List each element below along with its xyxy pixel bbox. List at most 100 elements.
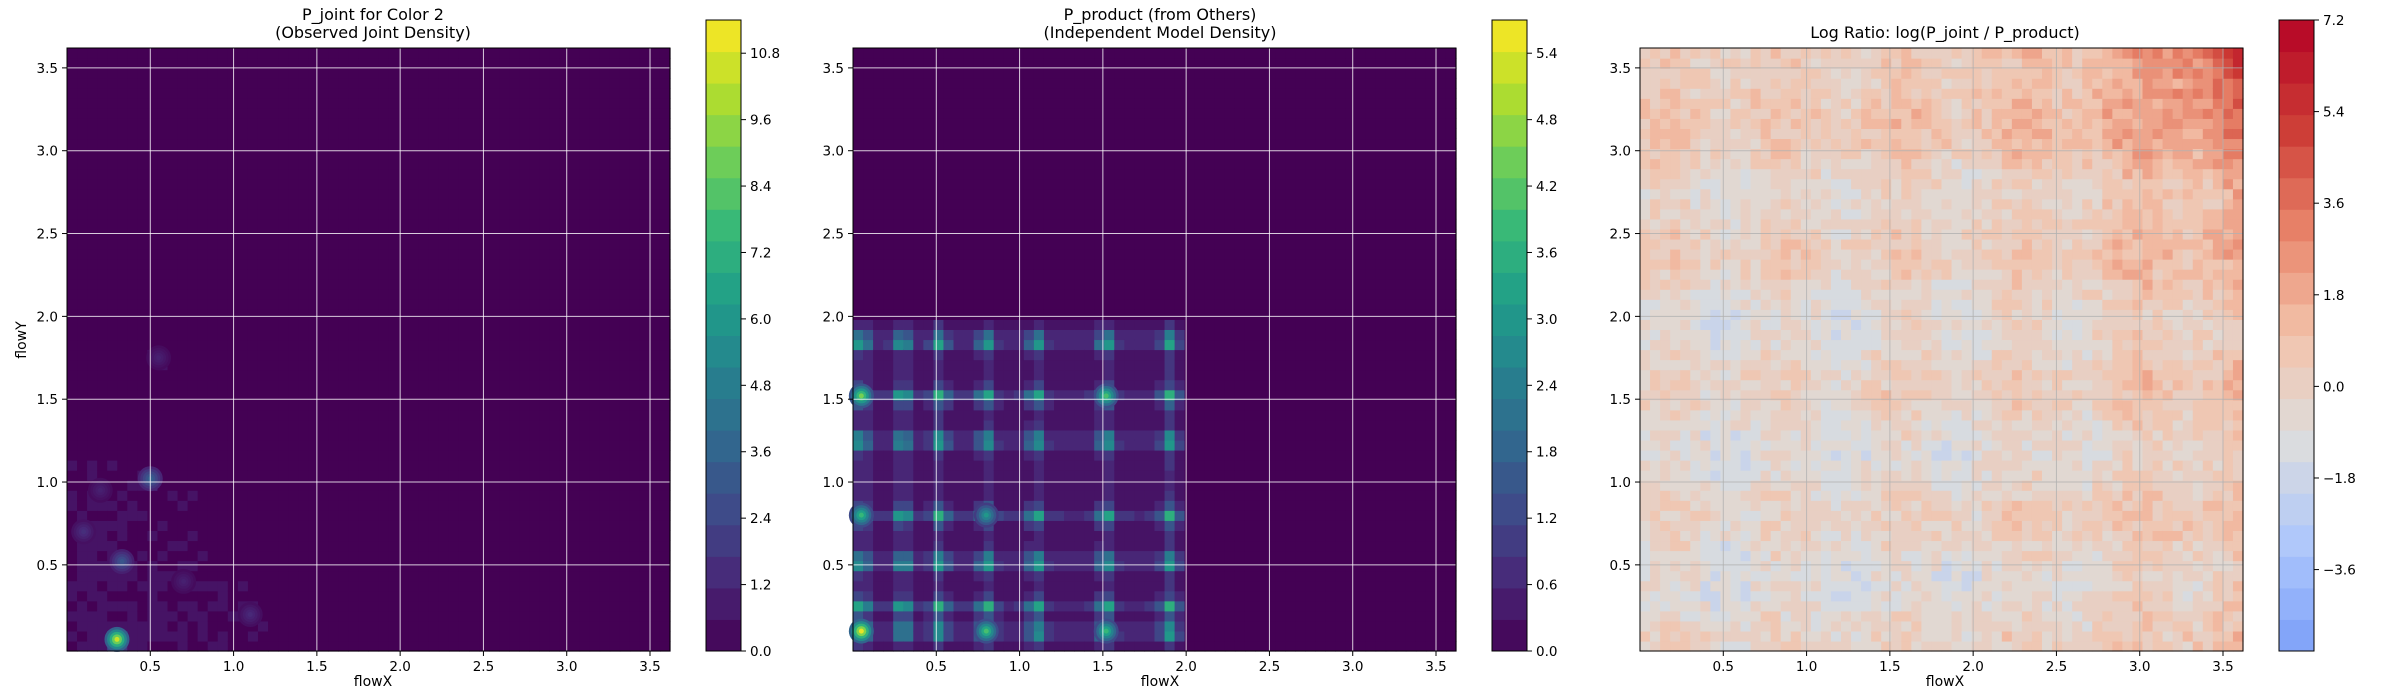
heatmap-cell bbox=[67, 590, 78, 602]
heatmap-cell bbox=[288, 208, 299, 220]
heatmap-cell bbox=[943, 379, 955, 391]
heatmap-cell bbox=[257, 108, 269, 119]
heatmap-cell bbox=[549, 78, 561, 89]
heatmap-cell bbox=[1043, 520, 1055, 531]
heatmap-cell bbox=[428, 399, 440, 411]
heatmap-cell bbox=[549, 138, 561, 150]
heatmap-cell bbox=[187, 630, 199, 642]
heatmap-cell bbox=[67, 470, 78, 481]
heatmap-cell bbox=[539, 450, 550, 461]
heatmap-cell bbox=[318, 359, 329, 371]
heatmap-cell bbox=[539, 98, 550, 109]
heatmap-cell bbox=[147, 68, 159, 79]
heatmap-cell bbox=[348, 178, 360, 190]
heatmap-cell bbox=[973, 238, 985, 250]
heatmap-cell bbox=[963, 108, 975, 119]
heatmap-cell bbox=[137, 429, 148, 441]
heatmap-cell bbox=[107, 78, 118, 89]
heatmap-cell bbox=[549, 600, 561, 612]
heatmap-cell bbox=[207, 118, 219, 129]
heatmap-cell bbox=[207, 630, 219, 642]
heatmap-cell bbox=[649, 610, 661, 622]
heatmap-cell bbox=[428, 98, 440, 109]
heatmap-cell bbox=[559, 379, 571, 391]
heatmap-cell bbox=[408, 359, 420, 371]
heatmap-cell bbox=[1003, 88, 1015, 99]
heatmap-cell bbox=[388, 359, 400, 371]
x-tick-label: 2.5 bbox=[473, 659, 494, 675]
heatmap-cell bbox=[298, 218, 309, 230]
heatmap-cell bbox=[943, 620, 955, 632]
heatmap-cell bbox=[77, 570, 88, 582]
heatmap-cell bbox=[328, 118, 339, 129]
heatmap-cell bbox=[629, 58, 641, 69]
heatmap-cell bbox=[87, 419, 98, 431]
heatmap-cell bbox=[973, 520, 985, 531]
heatmap-cell bbox=[458, 450, 470, 461]
heatmap-cell bbox=[1054, 470, 1065, 481]
heatmap-cell bbox=[873, 550, 884, 562]
heatmap-cell bbox=[77, 98, 88, 109]
heatmap-cell bbox=[197, 299, 209, 310]
heatmap-cell bbox=[943, 58, 955, 69]
heatmap-cell bbox=[1023, 259, 1035, 270]
heatmap-cell bbox=[237, 389, 249, 401]
heatmap-cell bbox=[338, 409, 349, 421]
heatmap-cell bbox=[923, 570, 934, 582]
heatmap-cell bbox=[639, 158, 651, 170]
heatmap-cell bbox=[247, 68, 259, 79]
heatmap-cell bbox=[489, 460, 500, 471]
heatmap-cell bbox=[983, 560, 995, 572]
heatmap-cell bbox=[378, 269, 390, 280]
heatmap-cell bbox=[348, 349, 360, 361]
heatmap-cell bbox=[207, 399, 219, 411]
heatmap-cell bbox=[197, 439, 209, 451]
heatmap-cell bbox=[167, 620, 179, 632]
panel-title: P_product (from Others) bbox=[1064, 5, 1257, 25]
heatmap-cell bbox=[629, 118, 641, 129]
heatmap-cell bbox=[117, 490, 128, 501]
heatmap-cell bbox=[358, 289, 370, 300]
heatmap-cell bbox=[1043, 128, 1055, 140]
heatmap-cell bbox=[358, 188, 370, 200]
heatmap-cell bbox=[883, 128, 894, 140]
heatmap-cell bbox=[659, 460, 671, 471]
heatmap-cell bbox=[368, 249, 380, 260]
heatmap-cell bbox=[368, 369, 380, 381]
heatmap-cell bbox=[589, 470, 601, 481]
heatmap-cell bbox=[147, 98, 159, 109]
heatmap-cell bbox=[649, 88, 661, 99]
colorbar-level bbox=[706, 20, 741, 53]
heatmap-cell bbox=[187, 88, 199, 99]
heatmap-cell bbox=[569, 309, 581, 320]
heatmap-cell bbox=[187, 460, 199, 471]
heatmap-cell bbox=[529, 98, 540, 109]
heatmap-cell bbox=[237, 570, 249, 582]
heatmap-cell bbox=[499, 590, 510, 602]
heatmap-cell bbox=[983, 610, 995, 622]
heatmap-cell bbox=[157, 48, 169, 59]
heatmap-cell bbox=[217, 640, 229, 652]
heatmap-cell bbox=[107, 399, 118, 411]
heatmap-cell bbox=[943, 299, 955, 310]
heatmap-cell bbox=[97, 58, 108, 69]
heatmap-cell bbox=[519, 500, 530, 511]
heatmap-cell bbox=[639, 259, 651, 270]
heatmap-cell bbox=[378, 580, 390, 592]
heatmap-cell bbox=[247, 570, 259, 582]
heatmap-cell bbox=[853, 590, 864, 602]
heatmap-cell bbox=[217, 299, 229, 310]
heatmap-cell bbox=[117, 78, 128, 89]
heatmap-cell bbox=[1023, 409, 1035, 421]
heatmap-cell bbox=[659, 269, 671, 280]
heatmap-cell bbox=[629, 88, 641, 99]
heatmap-cell bbox=[489, 450, 500, 461]
heatmap-cell bbox=[257, 289, 269, 300]
heatmap-cell bbox=[589, 550, 601, 562]
heatmap-cell bbox=[268, 409, 279, 421]
heatmap-cell bbox=[257, 409, 269, 421]
heatmap-cell bbox=[963, 450, 975, 461]
heatmap-cell bbox=[1003, 419, 1015, 431]
heatmap-cell bbox=[913, 640, 924, 652]
heatmap-cell bbox=[288, 500, 299, 511]
